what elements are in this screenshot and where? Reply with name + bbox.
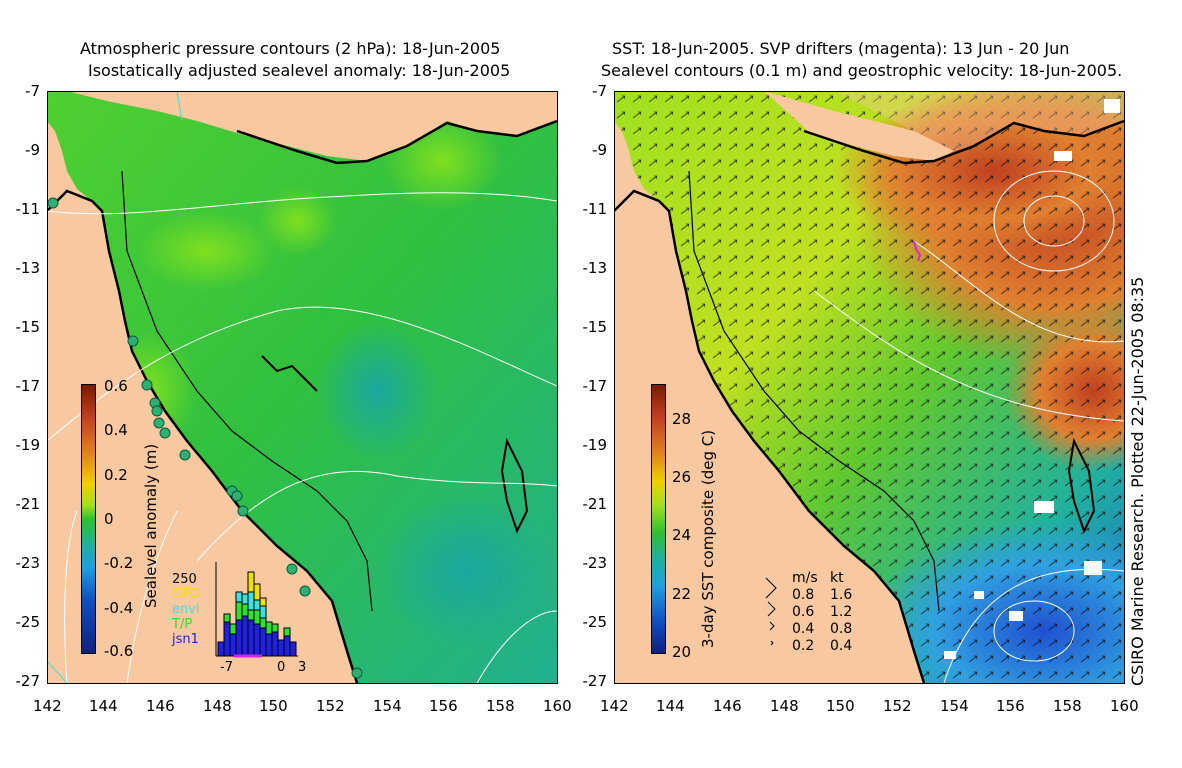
left-ytick: -13 (15, 259, 41, 277)
right-cb-tick-2: 26 (672, 468, 692, 486)
right-ytick: -25 (582, 613, 608, 631)
left-xtick: 160 (543, 697, 572, 715)
left-ytick: -9 (25, 141, 40, 159)
right-cb-tick-4: 22 (672, 585, 692, 603)
left-xtick: 154 (373, 697, 402, 715)
left-ytick: -15 (15, 318, 41, 336)
left-xtick: 144 (89, 697, 118, 715)
left-xtick: 146 (146, 697, 175, 715)
right-xtick: 158 (1053, 697, 1082, 715)
left-colorbar-label: Sealevel anomaly (m) (142, 443, 160, 608)
left-ytick: -7 (25, 82, 40, 100)
inset-legend-gfo: GFO (172, 587, 200, 602)
left-cb-tick-2: 0.4 (104, 421, 128, 439)
right-ytick: -9 (592, 141, 607, 159)
left-cb-tick-4: 0 (104, 510, 114, 528)
velocity-legend-ms-3: 0.4 (792, 621, 815, 637)
right-xtick: 156 (996, 697, 1025, 715)
left-xtick: 158 (486, 697, 515, 715)
right-ytick: -7 (592, 82, 607, 100)
sst-map (614, 91, 1124, 683)
right-xtick: 152 (883, 697, 912, 715)
inset-xtick-2: 0 (277, 660, 286, 675)
velocity-legend-kt-3: 0.8 (830, 621, 853, 637)
left-xtick: 152 (316, 697, 345, 715)
left-xtick: 150 (259, 697, 288, 715)
inset-legend-envi: envi (172, 602, 200, 617)
left-ytick: -27 (15, 672, 41, 690)
velocity-legend-kt-2: 1.2 (830, 604, 853, 620)
velocity-legend (762, 570, 872, 660)
velocity-legend-ms-2: 0.6 (792, 604, 815, 620)
right-ytick: -17 (582, 377, 608, 395)
velocity-legend-header-kt: kt (830, 570, 844, 586)
left-ytick: -11 (15, 200, 41, 218)
right-ytick: -15 (582, 318, 608, 336)
right-cb-tick-1: 28 (672, 410, 692, 428)
left-ytick: -17 (15, 377, 41, 395)
right-xtick: 160 (1110, 697, 1139, 715)
right-colorbar-label: 3-day SST composite (deg C) (699, 429, 717, 648)
inset-xtick-1: -7 (220, 660, 233, 675)
right-xtick: 142 (600, 697, 629, 715)
inset-xtick-3: 3 (298, 660, 307, 675)
left-ytick: -23 (15, 554, 41, 572)
left-ytick: -25 (15, 613, 41, 631)
left-cb-tick-7: -0.6 (104, 642, 134, 660)
right-xtick: 146 (713, 697, 742, 715)
credit-caption: CSIRO Marine Research. Plotted 22-Jun-20… (1128, 276, 1147, 686)
left-title-line1: Atmospheric pressure contours (2 hPa): 1… (80, 39, 501, 58)
inset-histogram (214, 562, 300, 658)
left-cb-tick-5: -0.2 (104, 554, 134, 572)
left-cb-tick-3: 0.2 (104, 466, 128, 484)
velocity-legend-kt-1: 1.6 (830, 587, 853, 603)
velocity-legend-ms-1: 0.8 (792, 587, 815, 603)
right-title-line1: SST: 18-Jun-2005. SVP drifters (magenta)… (612, 39, 1070, 58)
inset-legend-tp: T/P (172, 617, 193, 632)
right-ytick: -21 (582, 495, 608, 513)
right-cb-tick-3: 24 (672, 526, 692, 544)
sst-colorbar (651, 384, 666, 654)
left-ytick: -21 (15, 495, 41, 513)
right-ytick: -11 (582, 200, 608, 218)
right-ytick: -13 (582, 259, 608, 277)
left-xtick: 142 (33, 697, 62, 715)
right-cb-tick-5: 20 (672, 643, 692, 661)
right-xtick: 148 (770, 697, 799, 715)
left-xtick: 148 (203, 697, 232, 715)
left-xtick: 156 (429, 697, 458, 715)
left-title-line2: Isostatically adjusted sealevel anomaly:… (88, 61, 511, 80)
right-title-line2: Sealevel contours (0.1 m) and geostrophi… (601, 61, 1123, 80)
right-xtick: 154 (940, 697, 969, 715)
inset-legend-jsn1: jsn1 (172, 632, 199, 647)
left-cb-tick-6: -0.4 (104, 599, 134, 617)
right-ytick: -19 (582, 436, 608, 454)
sealevel-colorbar (81, 384, 96, 654)
inset-ymax-label: 250 (172, 572, 197, 587)
velocity-legend-ms-4: 0.2 (792, 638, 815, 654)
left-cb-tick-1: 0.6 (104, 377, 128, 395)
velocity-legend-header-ms: m/s (792, 570, 818, 586)
right-ytick: -27 (582, 672, 608, 690)
left-ytick: -19 (15, 436, 41, 454)
velocity-legend-kt-4: 0.4 (830, 638, 853, 654)
right-ytick: -23 (582, 554, 608, 572)
right-xtick: 144 (656, 697, 685, 715)
sealevel-anomaly-map (47, 91, 557, 683)
right-xtick: 150 (826, 697, 855, 715)
